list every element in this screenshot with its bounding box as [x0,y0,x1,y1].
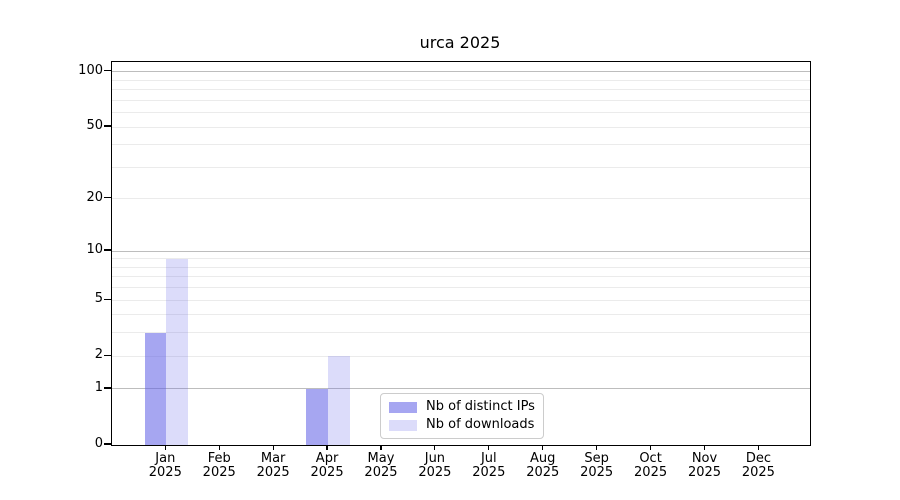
gridline-y-10 [112,250,810,252]
x-tick-aug [542,445,544,450]
bar-apr-distinct-ips [306,388,329,445]
gridline-y-1 [112,388,810,390]
x-tick-label-apr: Apr 2025 [310,451,344,480]
gridline-y-60 [112,112,810,114]
y-tick-2 [104,354,111,356]
x-tick-label-jun: Jun 2025 [418,451,452,480]
x-tick-label-feb: Feb 2025 [202,451,236,480]
x-tick-may [380,445,382,450]
gridline-y-3 [112,332,810,334]
y-tick-label-1: 1 [94,379,103,395]
x-tick-oct [649,445,652,450]
y-tick-label-5: 5 [94,291,103,307]
legend-swatch-downloads [389,419,417,431]
gridline-y-4 [112,314,810,316]
x-tick-label-sep: Sep 2025 [580,451,614,480]
x-tick-jan [164,445,166,450]
y-tick-10 [104,249,111,251]
x-tick-label-nov: Nov 2025 [687,451,722,480]
y-tick-label-100: 100 [78,62,103,78]
legend-label-distinct-ips: Nb of distinct IPs [426,399,535,414]
plot-area: Nb of distinct IPs Nb of downloads [111,61,811,446]
x-tick-nov [703,445,706,450]
gridline-y-5 [112,299,810,301]
x-tick-label-oct: Oct 2025 [634,451,668,480]
x-tick-label-aug: Aug 2025 [526,451,560,480]
y-tick-label-10: 10 [86,242,103,258]
x-tick-label-dec: Dec 2025 [741,451,775,480]
x-tick-label-jan: Jan 2025 [148,451,182,480]
legend-swatch-distinct-ips [389,401,417,413]
x-tick-label-jul: Jul 2025 [472,451,506,480]
gridline-y-6 [112,287,810,289]
bar-jan-distinct-ips [144,332,167,445]
gridline-y-20 [112,198,810,200]
y-tick-50 [104,125,111,127]
legend-row-downloads: Nb of downloads [389,418,535,432]
bar-jan-downloads [166,258,188,445]
gridline-y-100 [112,71,810,73]
x-tick-jul [488,445,490,450]
gridline-y-7 [112,276,810,278]
legend-label-downloads: Nb of downloads [426,417,535,432]
y-tick-label-50: 50 [86,118,103,134]
x-tick-dec [757,445,759,450]
gridline-y-9 [112,258,810,260]
gridline-y-2 [112,355,810,357]
gridline-y-90 [112,79,810,81]
y-tick-label-2: 2 [94,347,103,363]
chart-title: urca 2025 [419,33,501,52]
x-tick-mar [272,445,274,450]
gridline-y-30 [112,166,810,168]
x-tick-apr [326,445,328,450]
y-tick-1 [104,387,111,389]
y-tick-label-0: 0 [94,436,103,451]
x-tick-sep [596,445,598,450]
bar-apr-downloads [328,356,350,445]
y-tick-100 [104,70,111,72]
x-tick-jun [434,445,436,450]
gridline-y-8 [112,266,810,268]
x-tick-feb [218,445,220,450]
legend: Nb of distinct IPs Nb of downloads [380,393,544,439]
gridline-y-50 [112,126,810,128]
x-tick-label-may: May 2025 [364,451,398,480]
y-tick-label-20: 20 [86,189,103,205]
gridline-y-40 [112,144,810,146]
y-tick-5 [104,298,111,300]
gridline-y-80 [112,89,810,91]
legend-row-distinct-ips: Nb of distinct IPs [389,400,535,414]
y-tick-20 [104,197,111,199]
y-tick-0 [104,443,111,445]
gridline-y-70 [112,99,810,101]
x-tick-label-mar: Mar 2025 [256,451,290,480]
